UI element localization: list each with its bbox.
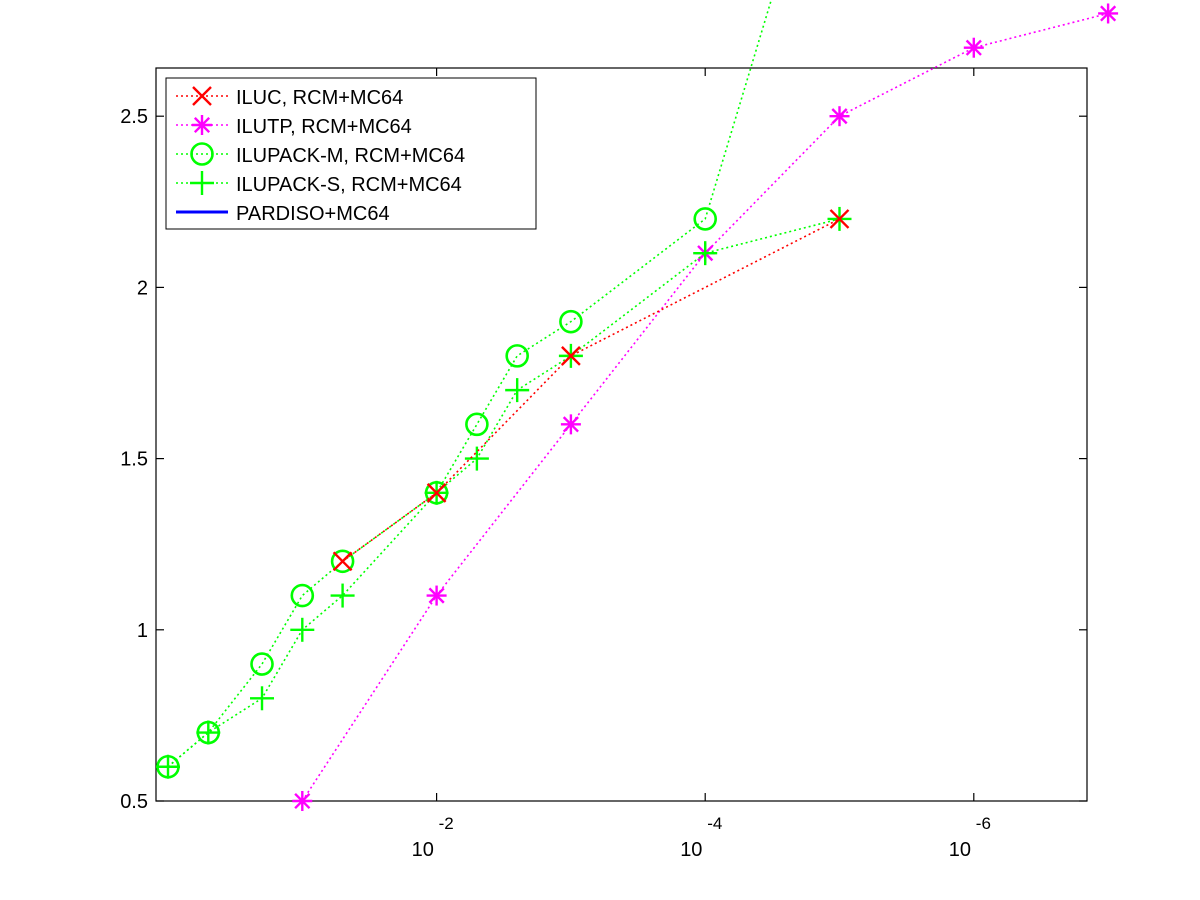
series-0 (332, 209, 850, 572)
legend-label-pardiso: PARDISO+MC64 (236, 203, 390, 225)
data-point-2-7 (505, 344, 529, 368)
data-point-3-7 (505, 378, 530, 403)
data-point-1-2 (560, 414, 581, 435)
x-tick-label-base: 10 (412, 839, 434, 861)
data-point-1-1 (426, 585, 447, 606)
data-point-3-2 (250, 686, 275, 711)
data-point-0-2 (561, 346, 581, 366)
y-tick-label: 2 (137, 277, 148, 299)
y-tick-label: 1.5 (120, 449, 148, 471)
axis-layer: 0.511.522.533.544.510-210-410-6 (120, 68, 1087, 861)
x-tick-label-exponent: -4 (707, 814, 722, 833)
legend-marker-2 (190, 142, 214, 166)
data-point-1-6 (1098, 3, 1119, 24)
data-point-3-6 (464, 446, 489, 471)
data-point-2-6 (465, 412, 489, 437)
y-tick-label: 2.5 (120, 106, 148, 128)
y-tick-label: 0.5 (120, 791, 148, 813)
data-point-1-0 (292, 791, 313, 811)
data-point-1-4 (829, 106, 850, 127)
x-tick-label-base: 10 (949, 839, 971, 861)
data-point-2-8 (559, 309, 583, 334)
data-point-2-9 (693, 207, 718, 231)
data-point-3-4 (330, 583, 355, 608)
data-point-3-0 (156, 754, 180, 779)
legend-marker-1 (192, 115, 212, 135)
series-layer (156, 0, 1119, 811)
legend-marker-3 (190, 171, 214, 195)
series-line-2 (167, 0, 773, 768)
data-point-1-5 (963, 37, 984, 58)
legend-sample-0 (176, 86, 228, 106)
legend-label-ilutp: ILUTP, RCM+MC64 (236, 116, 412, 138)
x-tick-label-base: 10 (680, 839, 702, 861)
legend: ILUC, RCM+MC64 ILUTP, RCM+MC64 ILUPACK-M… (165, 77, 537, 230)
series-line-3 (167, 218, 840, 768)
data-point-2-3 (290, 583, 315, 608)
x-tick-label-exponent: -6 (976, 814, 991, 833)
data-point-2-2 (250, 652, 274, 676)
y-tick-label: 1 (137, 620, 148, 642)
legend-label-iluc: ILUC, RCM+MC64 (236, 87, 403, 109)
data-point-0-1 (426, 482, 447, 503)
legend-samples (176, 86, 228, 214)
data-point-3-1 (196, 720, 221, 745)
legend-label-ilupack-s: ILUPACK-S, RCM+MC64 (236, 174, 462, 196)
legend-label-ilupack-m: ILUPACK-M, RCM+MC64 (236, 145, 465, 167)
data-point-0-3 (829, 209, 850, 229)
data-point-3-3 (290, 617, 315, 642)
data-point-0-0 (332, 551, 353, 572)
legend-marker-0 (192, 86, 212, 106)
data-point-2-4 (330, 549, 355, 574)
legend-sample-2 (176, 142, 228, 166)
data-point-3-9 (693, 241, 718, 266)
series-3 (156, 206, 852, 779)
legend-sample-3 (176, 171, 228, 195)
legend-sample-1 (176, 115, 228, 135)
x-tick-label-exponent: -2 (439, 814, 454, 833)
